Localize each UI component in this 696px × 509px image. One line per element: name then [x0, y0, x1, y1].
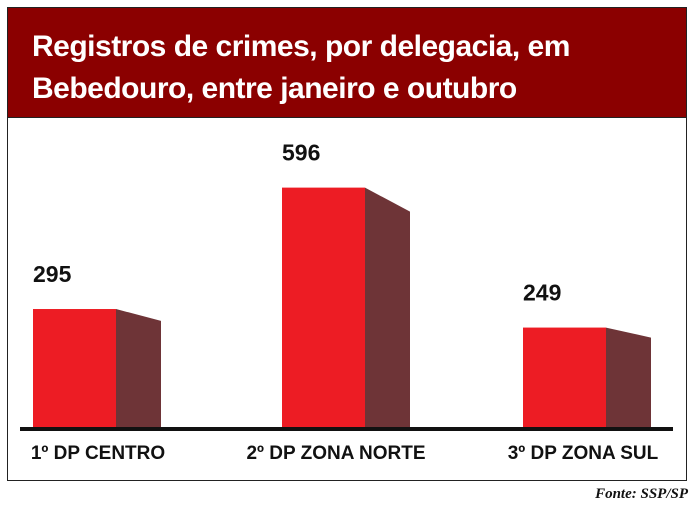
category-label: 2º DP ZONA NORTE [246, 443, 425, 464]
data-label: 295 [33, 261, 72, 287]
chart-frame [7, 7, 687, 481]
category-label: 1º DP CENTRO [31, 443, 165, 464]
data-label: 249 [523, 280, 561, 306]
bar-front [523, 327, 606, 428]
bar-side [116, 309, 161, 428]
bar-side [365, 187, 410, 428]
chart-title: Registros de crimes, por delegacia, em B… [32, 30, 570, 105]
data-label: 596 [282, 140, 320, 166]
category-label: 3º DP ZONA SUL [508, 443, 659, 464]
bar-side [606, 327, 651, 428]
chart-header: Registros de crimes, por delegacia, em B… [8, 8, 686, 118]
bar-front [33, 309, 116, 428]
bar-front [282, 187, 365, 428]
source-note: Fonte: SSP/SP [595, 486, 688, 502]
